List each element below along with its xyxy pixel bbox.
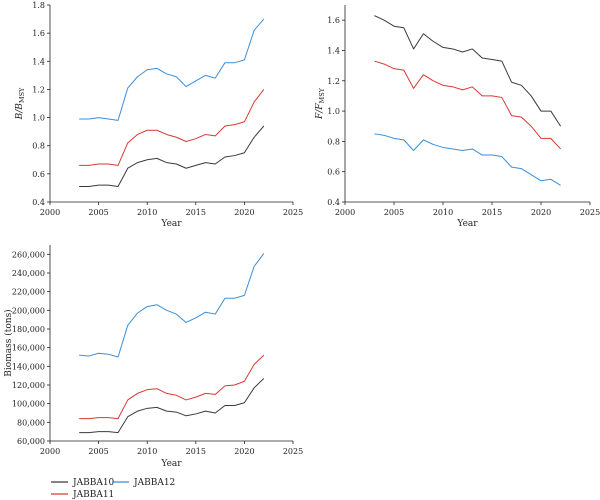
x-tick-label: 2000 — [40, 447, 60, 456]
y-tick-label: 1.4 — [32, 57, 45, 66]
x-tick-label: 2015 — [186, 208, 206, 217]
y-tick-label: 0.8 — [327, 137, 340, 146]
y-tick-label: 60,000 — [17, 437, 45, 446]
series-line-jabba11 — [374, 60, 561, 150]
y-axis-label: F/FMSY — [315, 87, 326, 120]
y-tick-label: 160,000 — [12, 344, 45, 353]
x-tick-label: 2010 — [137, 208, 157, 217]
y-axis-label: Biomass (tons) — [3, 309, 14, 376]
chart-1: 2000 2005 2010 2015 2020 2025 0.4 0.6 0.8 1.0 1.2 1… — [15, 1, 303, 229]
legend-label-jabba10: JABBA10 — [72, 478, 115, 488]
x-axis-label: Year — [160, 459, 182, 469]
series-line-jabba10 — [79, 378, 265, 434]
series-line-jabba12 — [374, 133, 561, 186]
x-tick-label: 2005 — [88, 208, 108, 217]
y-tick-label: 1.8 — [32, 1, 45, 10]
y-axis-label: B/BMSY — [15, 87, 26, 120]
y-axis-label-main: B/B — [15, 103, 25, 121]
y-tick-label: 1.2 — [32, 85, 45, 94]
legend-label-jabba11: JABBA11 — [72, 490, 114, 500]
x-tick-label: 2010 — [137, 447, 157, 456]
y-tick-label: 1.6 — [32, 29, 45, 38]
series-line-jabba10 — [374, 15, 562, 127]
x-tick-label: 2020 — [234, 208, 254, 217]
y-tick-label: 1.6 — [327, 16, 340, 25]
x-tick-label: 2020 — [234, 447, 254, 456]
y-axis-label-subscript: MSY — [18, 87, 26, 103]
legend-label-jabba12: JABBA12 — [133, 478, 175, 488]
series-line-jabba11 — [79, 89, 265, 166]
y-axis-label-subscript: MSY — [318, 87, 326, 103]
y-tick-label: 80,000 — [17, 418, 45, 427]
x-tick-label: 2000 — [40, 208, 60, 217]
y-tick-label: 0.8 — [32, 142, 45, 151]
y-tick-label: 1.0 — [327, 107, 340, 116]
chart-3: 2000 2005 2010 2015 2020 2025 60,000 80,000 100,… — [3, 245, 303, 469]
y-tick-label: 200,000 — [12, 306, 45, 315]
series-line-jabba12 — [79, 18, 265, 121]
x-tick-label: 2025 — [283, 447, 303, 456]
legend: JABBA10 JABBA11 JABBA12 — [51, 478, 175, 500]
y-tick-label: 0.4 — [327, 198, 340, 207]
y-tick-label: 180,000 — [12, 325, 45, 334]
chart-2: 2000 2005 2010 2015 2020 2025 0.4 0.6 0.8 1.0 1.2 1… — [315, 5, 600, 229]
y-tick-label: 1.0 — [32, 114, 45, 123]
x-tick-label: 2025 — [283, 208, 303, 217]
y-tick-label: 220,000 — [12, 288, 45, 297]
y-tick-label: 0.6 — [32, 170, 45, 179]
y-tick-label: 240,000 — [12, 269, 45, 278]
y-tick-label: 1.4 — [327, 46, 340, 55]
series-line-jabba11 — [79, 354, 265, 420]
y-tick-label: 0.4 — [32, 198, 45, 207]
series-line-jabba12 — [79, 253, 265, 358]
y-tick-label: 0.6 — [327, 168, 340, 177]
x-tick-label: 2005 — [88, 447, 108, 456]
x-axis-label: Year — [456, 219, 478, 229]
x-tick-label: 2005 — [384, 208, 404, 217]
series-line-jabba10 — [79, 125, 265, 188]
y-axis-label-main: F/F — [315, 103, 325, 120]
x-tick-label: 2000 — [335, 208, 355, 217]
y-tick-label: 1.2 — [327, 77, 340, 86]
x-tick-label: 2025 — [580, 208, 600, 217]
x-tick-label: 2015 — [482, 208, 502, 217]
y-tick-label: 260,000 — [12, 250, 45, 259]
y-tick-label: 100,000 — [12, 400, 45, 409]
x-tick-label: 2015 — [186, 447, 206, 456]
x-tick-label: 2010 — [433, 208, 453, 217]
y-tick-label: 140,000 — [12, 362, 45, 371]
y-tick-label: 120,000 — [12, 381, 45, 390]
x-tick-label: 2020 — [531, 208, 551, 217]
x-axis-label: Year — [160, 219, 182, 229]
